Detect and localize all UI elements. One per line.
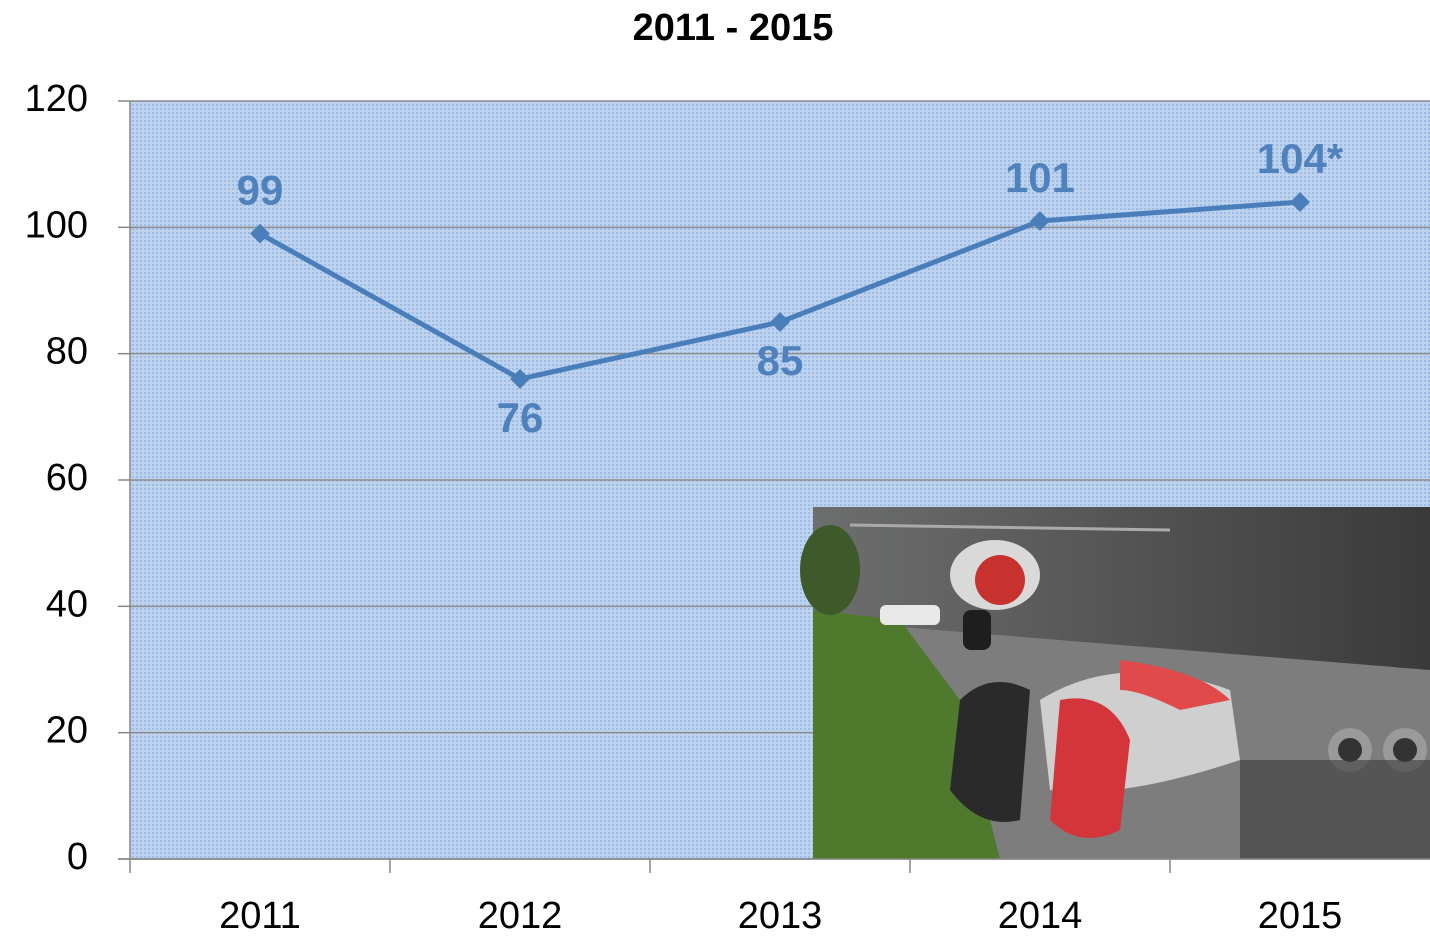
value-label: 104* [1257, 135, 1344, 182]
x-tick-label: 2014 [998, 895, 1083, 937]
value-label: 99 [237, 167, 284, 214]
x-tick-label: 2015 [1258, 895, 1343, 937]
x-tick-label: 2011 [219, 895, 301, 937]
y-tick-label: 20 [46, 710, 88, 752]
photo [800, 507, 1430, 859]
x-tick-label: 2012 [478, 895, 563, 937]
value-label: 85 [757, 337, 804, 384]
y-tick-label: 80 [46, 331, 88, 373]
value-label: 101 [1005, 154, 1075, 201]
x-tick-label: 2013 [738, 895, 823, 937]
y-tick-label: 120 [25, 78, 88, 120]
y-tick-label: 100 [25, 204, 88, 246]
y-tick-label: 0 [67, 836, 88, 878]
y-tick-label: 40 [46, 583, 88, 625]
chart: 2011 - 2015 0 20 40 60 80 100 120 2011 2012 2013 2… [0, 0, 1430, 943]
value-label: 76 [497, 394, 544, 441]
chart-title: 2011 - 2015 [633, 7, 834, 49]
y-tick-label: 60 [46, 457, 88, 499]
